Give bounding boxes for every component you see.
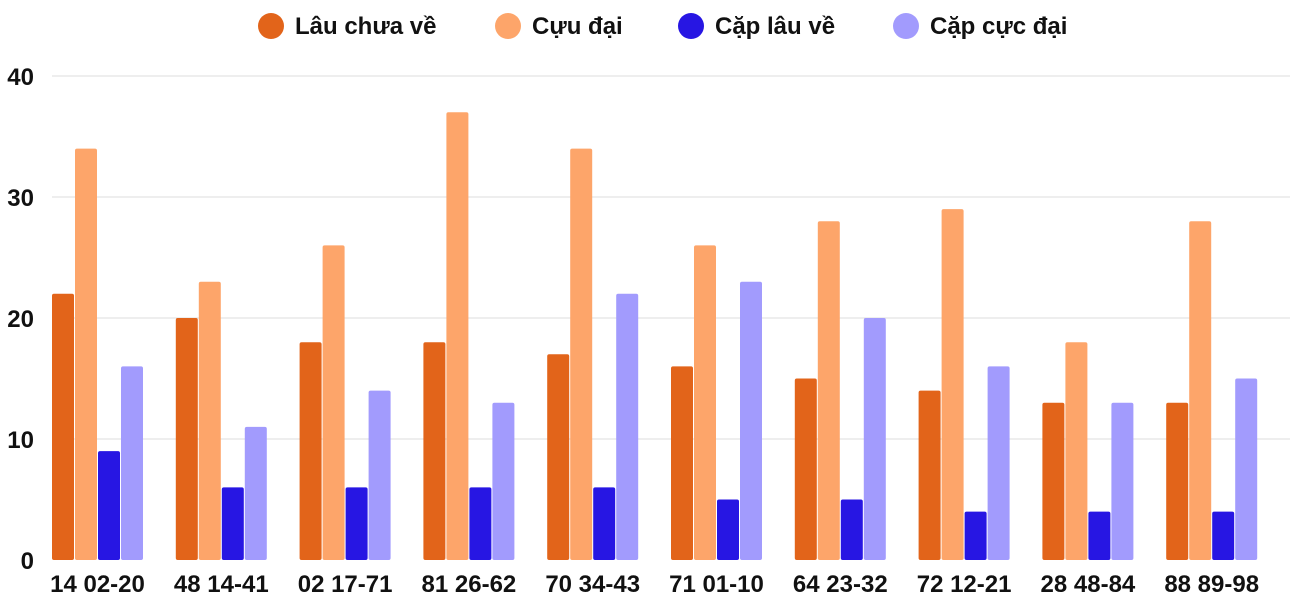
bar-cuu-dai-48-14-41 bbox=[198, 281, 221, 560]
bar-cap-cuc-dai-02-17-71 bbox=[368, 390, 391, 560]
legend-item-cap-cuc-dai[interactable]: Cặp cực đại bbox=[893, 13, 1067, 40]
bar-cap-cuc-dai-71-01-10 bbox=[740, 281, 762, 560]
bar-cap-lau-ve-64-23-32 bbox=[840, 499, 863, 560]
bar-cap-cuc-dai-70-34-43 bbox=[616, 293, 639, 560]
bars bbox=[52, 112, 1258, 561]
bar-cuu-dai-72-12-21 bbox=[941, 209, 964, 560]
bar-cap-lau-ve-71-01-10 bbox=[717, 499, 739, 560]
bar-cap-cuc-dai-28-48-84 bbox=[1111, 402, 1134, 560]
bar-lau-chua-ve-28-48-84 bbox=[1042, 402, 1065, 560]
bar-group-72-12-21 bbox=[918, 209, 1010, 560]
bar-lau-chua-ve-70-34-43 bbox=[547, 354, 570, 560]
bar-group-48-14-41 bbox=[175, 281, 267, 560]
bar-group-28-48-84 bbox=[1042, 342, 1134, 560]
bar-cap-cuc-dai-14-02-20 bbox=[121, 366, 143, 560]
bar-group-88-89-98 bbox=[1166, 221, 1258, 560]
bar-cap-cuc-dai-72-12-21 bbox=[987, 366, 1010, 560]
bar-cuu-dai-71-01-10 bbox=[694, 245, 716, 560]
legend-swatch bbox=[495, 13, 521, 39]
x-tick-label: 02 17-71 bbox=[298, 571, 393, 598]
legend-item-cuu-dai[interactable]: Cựu đại bbox=[495, 13, 623, 40]
x-tick-label: 71 01-10 bbox=[669, 571, 764, 598]
bar-lau-chua-ve-48-14-41 bbox=[175, 318, 198, 560]
bar-cap-cuc-dai-64-23-32 bbox=[863, 318, 886, 560]
y-tick-label: 0 bbox=[21, 548, 34, 575]
bar-cap-lau-ve-72-12-21 bbox=[964, 511, 987, 560]
y-tick-label: 10 bbox=[7, 427, 34, 454]
legend-item-lau-chua-ve[interactable]: Lâu chưa về bbox=[258, 13, 436, 40]
legend-label: Cặp lâu về bbox=[715, 13, 835, 40]
bar-cap-lau-ve-81-26-62 bbox=[469, 487, 492, 560]
y-tick-label: 40 bbox=[7, 64, 34, 91]
bar-group-14-02-20 bbox=[52, 148, 143, 560]
legend-label: Lâu chưa về bbox=[295, 13, 436, 40]
legend-swatch bbox=[678, 13, 704, 39]
bar-cuu-dai-88-89-98 bbox=[1189, 221, 1212, 560]
y-axis: 0 10 20 30 40 bbox=[7, 64, 34, 575]
bar-lau-chua-ve-72-12-21 bbox=[918, 390, 941, 560]
bar-cap-cuc-dai-88-89-98 bbox=[1235, 378, 1258, 560]
bar-cuu-dai-81-26-62 bbox=[446, 112, 469, 561]
bar-cap-lau-ve-14-02-20 bbox=[98, 451, 120, 560]
bar-cuu-dai-14-02-20 bbox=[75, 148, 97, 560]
bar-lau-chua-ve-71-01-10 bbox=[671, 366, 693, 560]
bar-lau-chua-ve-88-89-98 bbox=[1166, 402, 1189, 560]
bar-group-64-23-32 bbox=[794, 221, 886, 560]
legend-label: Cựu đại bbox=[532, 13, 623, 40]
bar-cap-lau-ve-48-14-41 bbox=[221, 487, 244, 560]
bar-cap-lau-ve-88-89-98 bbox=[1212, 511, 1235, 560]
bar-cuu-dai-64-23-32 bbox=[817, 221, 840, 560]
x-tick-label: 70 34-43 bbox=[545, 571, 640, 598]
bar-group-02-17-71 bbox=[299, 245, 391, 560]
x-tick-label: 28 48-84 bbox=[1041, 571, 1136, 598]
bar-cuu-dai-28-48-84 bbox=[1065, 342, 1088, 560]
x-tick-label: 88 89-98 bbox=[1164, 571, 1259, 598]
bar-lau-chua-ve-64-23-32 bbox=[794, 378, 817, 560]
x-tick-label: 64 23-32 bbox=[793, 571, 888, 598]
x-axis: 14 02-20 48 14-41 02 17-71 81 26-62 70 34-43… bbox=[50, 571, 1259, 598]
legend-swatch bbox=[258, 13, 284, 39]
y-tick-label: 30 bbox=[7, 185, 34, 212]
bar-cuu-dai-02-17-71 bbox=[322, 245, 345, 560]
x-tick-label: 72 12-21 bbox=[917, 571, 1012, 598]
x-tick-label: 81 26-62 bbox=[422, 571, 517, 598]
bar-cap-lau-ve-02-17-71 bbox=[345, 487, 368, 560]
bar-cap-cuc-dai-81-26-62 bbox=[492, 402, 515, 560]
bar-group-71-01-10 bbox=[671, 245, 762, 560]
bar-lau-chua-ve-14-02-20 bbox=[52, 293, 74, 560]
legend-label: Cặp cực đại bbox=[930, 13, 1067, 40]
chart-legend: Lâu chưa về Cựu đại Cặp lâu về Cặp cực đại bbox=[258, 13, 1067, 40]
bar-lau-chua-ve-02-17-71 bbox=[299, 342, 322, 560]
y-tick-label: 20 bbox=[7, 306, 34, 333]
bar-group-70-34-43 bbox=[547, 148, 639, 560]
bar-cuu-dai-70-34-43 bbox=[570, 148, 593, 560]
x-tick-label: 48 14-41 bbox=[174, 571, 269, 598]
bar-cap-lau-ve-28-48-84 bbox=[1088, 511, 1111, 560]
legend-swatch bbox=[893, 13, 919, 39]
legend-item-cap-lau-ve[interactable]: Cặp lâu về bbox=[678, 13, 835, 40]
bar-group-81-26-62 bbox=[423, 112, 515, 561]
bar-cap-lau-ve-70-34-43 bbox=[593, 487, 616, 560]
bar-lau-chua-ve-81-26-62 bbox=[423, 342, 446, 560]
x-tick-label: 14 02-20 bbox=[50, 571, 145, 598]
bar-cap-cuc-dai-48-14-41 bbox=[244, 426, 267, 560]
